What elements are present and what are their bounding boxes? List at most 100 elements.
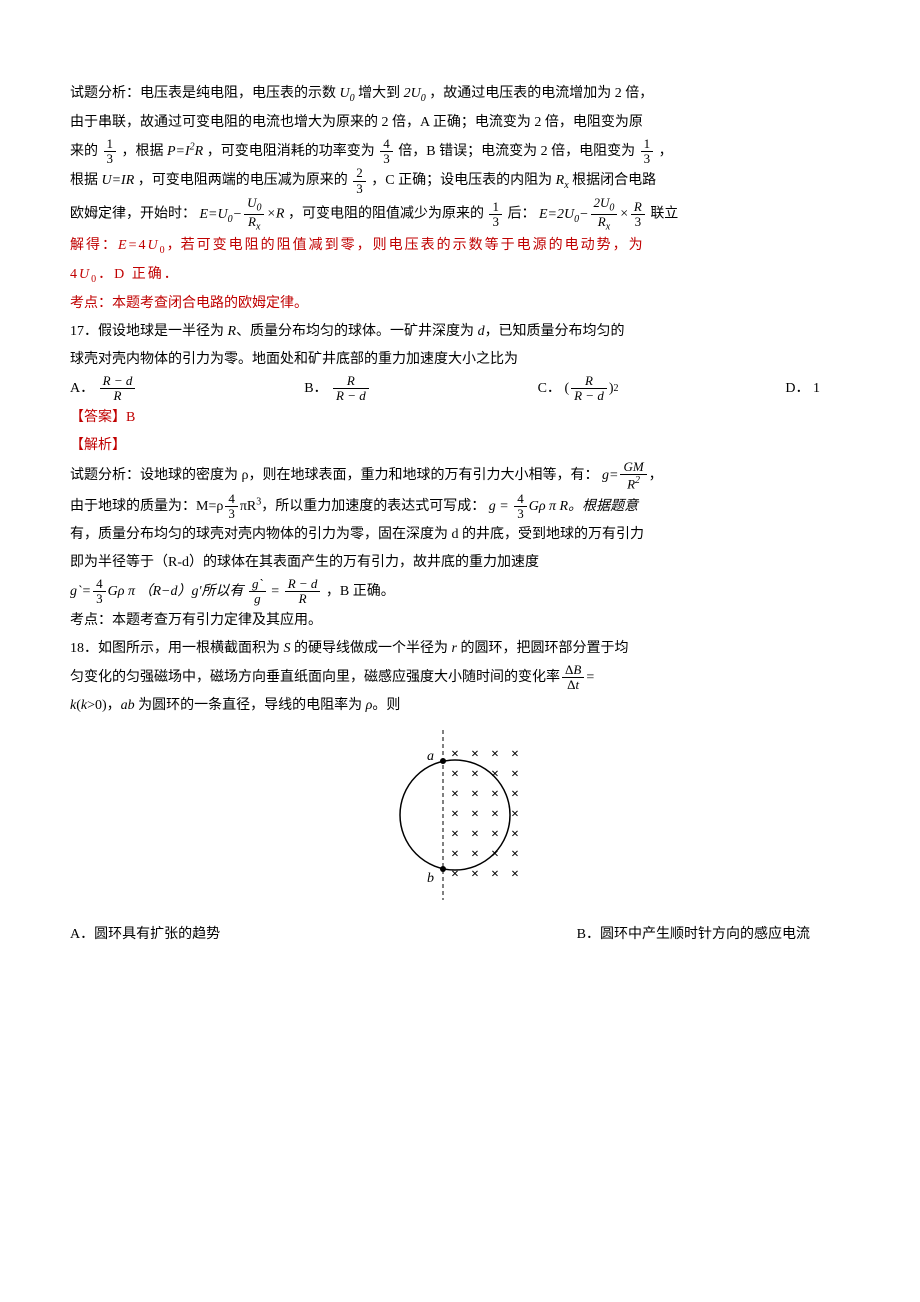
text: 若可变电阻的阻值减到零，则电压表的示数等于电源的电动势，为: [181, 238, 645, 253]
svg-text:×: ×: [511, 847, 519, 862]
svg-text:×: ×: [511, 787, 519, 802]
svg-text:×: ×: [451, 747, 459, 762]
svg-text:×: ×: [491, 767, 499, 782]
svg-text:×: ×: [511, 767, 519, 782]
svg-text:×: ×: [471, 867, 479, 882]
frac: R − dR: [100, 374, 136, 404]
g-eq: g =: [485, 499, 512, 514]
svg-text:×: ×: [491, 867, 499, 882]
text: ，可变电阻消耗的功率变为: [207, 144, 375, 159]
text: 根据: [70, 173, 102, 188]
text: 的硬导线做成一个半径为: [291, 641, 452, 656]
ring-field-diagram: a b ×××× ×××× ×××× ×××× ×××× ×××× ××××: [375, 730, 545, 900]
frac-4-3: 43: [225, 492, 238, 522]
svg-text:×: ×: [451, 827, 459, 842]
text: Gρ π （R−d）g'所以有: [108, 584, 247, 599]
svg-text:b: b: [427, 871, 434, 886]
sub0: 0: [160, 245, 167, 256]
eq: =: [268, 584, 283, 599]
q18-figure: a b ×××× ×××× ×××× ×××× ×××× ×××× ××××: [70, 730, 850, 911]
paren: (: [564, 375, 569, 403]
times-r: ×R: [266, 207, 284, 222]
val: 1: [813, 375, 820, 403]
svg-text:×: ×: [451, 787, 459, 802]
q17-jiexi: 【解析】: [70, 432, 850, 460]
svg-text:×: ×: [491, 847, 499, 862]
q18-stem-l3: k(k>0)，ab 为圆环的一条直径，导线的电阻率为 ρ。则: [70, 692, 850, 720]
q17-opt-a: A． R − dR: [70, 374, 137, 404]
label: D．: [785, 375, 809, 403]
q18-stem-l2: 匀变化的匀强磁场中，磁场方向垂直纸面向里，磁感应强度大小随时间的变化率ΔBΔt=: [70, 663, 850, 693]
q16-analysis-l3: 来的 13 ，根据 P=I2R ，可变电阻消耗的功率变为 43 倍，B 错误；电…: [70, 137, 850, 167]
U: U: [79, 267, 91, 282]
text: >0)，: [87, 698, 121, 713]
text: 倍，B 错误；电流变为 2 倍，电阻变为: [398, 144, 635, 159]
frac: RR − d: [333, 374, 369, 404]
text: πR: [240, 499, 256, 514]
text: ，可变电阻两端的电压减为原来的: [138, 173, 348, 188]
text: 匀变化的匀强磁场中，磁场方向垂直纸面向里，磁感应强度大小随时间的变化率: [70, 670, 560, 685]
frac-ratio: g`g: [249, 577, 266, 607]
svg-text:×: ×: [491, 827, 499, 842]
svg-text:a: a: [427, 749, 434, 764]
text: 联立: [650, 207, 678, 222]
q16-kaodian: 考点：本题考查闭合电路的欧姆定律。: [70, 290, 850, 318]
svg-text:×: ×: [511, 867, 519, 882]
text: 解得：: [70, 238, 118, 253]
eq2: E=2U0−: [539, 207, 589, 222]
text: 的圆环，把圆环部分置于均: [457, 641, 629, 656]
svg-text:×: ×: [471, 807, 479, 822]
q17-opt-d: D． 1: [785, 374, 820, 404]
q17-answer: 【答案】B: [70, 404, 850, 432]
p-eq: P=I2R: [167, 144, 203, 159]
text: ，可变电阻的阻值减少为原来的: [288, 207, 484, 222]
var-d: d: [478, 324, 485, 339]
text: ，C 正确；设电压表的内阻为: [371, 173, 555, 188]
svg-text:×: ×: [491, 807, 499, 822]
E: E: [118, 238, 129, 253]
q18-options-row1: A．圆环具有扩张的趋势 B．圆环中产生顺时针方向的感应电流: [70, 921, 850, 949]
text: 试题分析：电压表是纯电阻，电压表的示数: [70, 86, 340, 101]
eq1: E=U0−: [200, 207, 243, 222]
svg-text:×: ×: [471, 827, 479, 842]
text: 为圆环的一条直径，导线的电阻率为: [135, 698, 366, 713]
q17-ana-l5: g`=43Gρ π （R−d）g'所以有 g`g = R − dR ，B 正确。: [70, 577, 850, 607]
eq: =: [586, 670, 594, 685]
frac: RR − d: [571, 374, 607, 404]
u0: U0: [340, 86, 355, 101]
q17-stem-l2: 球壳对壳内物体的引力为零。地面处和矿井底部的重力加速度大小之比为: [70, 346, 850, 374]
U: U: [147, 238, 159, 253]
q16-conclusion-l2: 4U0．D 正确．: [70, 261, 850, 290]
text: Gρ π R。根据题意: [529, 499, 638, 514]
q18-stem-l1: 18．如图所示，用一根横截面积为 S 的硬导线做成一个半径为 r 的圆环，把圆环…: [70, 635, 850, 663]
svg-text:×: ×: [491, 747, 499, 762]
frac-u0-rx: U0Rx: [244, 196, 264, 232]
text: 欧姆定律，开始时：: [70, 207, 196, 222]
frac-r-3: R3: [631, 200, 645, 230]
text: 18．如图所示，用一根横截面积为: [70, 641, 284, 656]
frac-1-3: 13: [641, 137, 654, 167]
text: 后：: [507, 207, 535, 222]
q16-analysis-l5: 欧姆定律，开始时： E=U0−U0Rx×R ，可变电阻的阻值减少为原来的 13 …: [70, 196, 850, 232]
var-S: S: [284, 641, 291, 656]
text: 由于地球的质量为：M=ρ: [70, 499, 223, 514]
var-R: R: [228, 324, 237, 339]
q17-stem-l1: 17．假设地球是一半径为 R、质量分布均匀的球体。一矿井深度为 d，已知质量分布…: [70, 318, 850, 346]
text: =4: [129, 238, 148, 253]
label: A．: [70, 375, 94, 403]
q17-kaodian: 考点：本题考查万有引力定律及其应用。: [70, 607, 850, 635]
text: ，所以重力加速度的表达式可写成：: [261, 499, 485, 514]
text: ，B 正确。: [326, 584, 395, 599]
frac-4-3: 43: [380, 137, 393, 167]
two-u0: 2U0: [404, 86, 426, 101]
text: 。则: [372, 698, 400, 713]
u-ir: U=IR: [102, 173, 135, 188]
q16-analysis-l1: 试题分析：电压表是纯电阻，电压表的示数 U0 增大到 2U0 ，故通过电压表的电…: [70, 80, 850, 109]
svg-text:×: ×: [511, 827, 519, 842]
g-eq: g=: [602, 468, 618, 483]
svg-text:×: ×: [471, 787, 479, 802]
q17-options: A． R − dR B． RR − d C． (RR − d)2 D． 1: [70, 374, 850, 404]
text: ，已知质量分布均匀的: [485, 324, 625, 339]
text: 根据闭合电路: [572, 173, 656, 188]
sup: 2: [614, 379, 619, 399]
